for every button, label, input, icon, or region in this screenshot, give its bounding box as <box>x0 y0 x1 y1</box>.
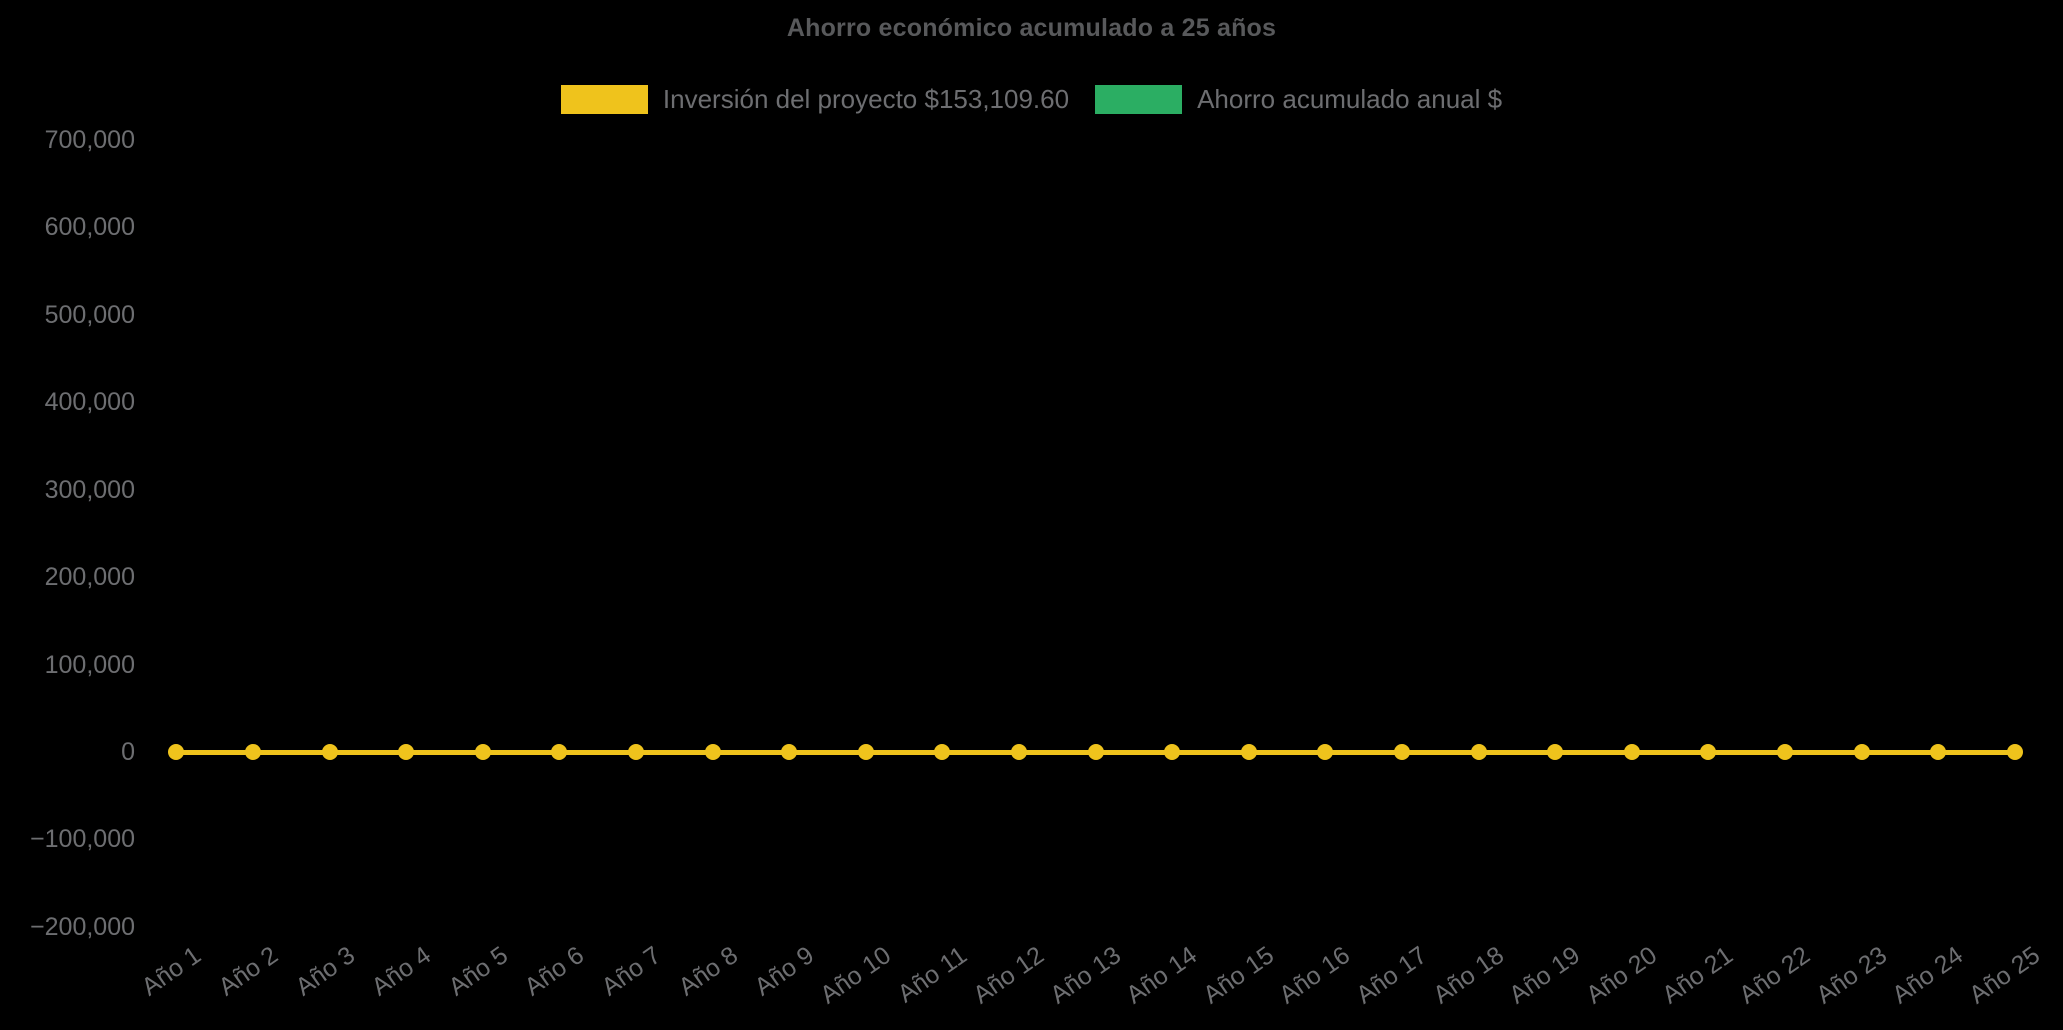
investment-point-año-14[interactable] <box>1164 744 1181 760</box>
investment-point-año-7[interactable] <box>627 744 644 760</box>
investment-point-año-12[interactable] <box>1010 744 1027 760</box>
investment-point-año-1[interactable] <box>168 744 185 760</box>
y-tick-label: 600,000 <box>44 213 135 242</box>
investment-legend-label: Inversión del proyecto $153,109.60 <box>662 84 1070 114</box>
investment-point-año-3[interactable] <box>321 744 338 760</box>
y-tick-label: 700,000 <box>44 125 135 154</box>
investment-point-año-16[interactable] <box>1317 744 1334 760</box>
investment-point-año-21[interactable] <box>1700 744 1717 760</box>
investment-point-año-6[interactable] <box>551 744 568 760</box>
investment-point-año-25[interactable] <box>2006 744 2023 760</box>
y-tick-label: 400,000 <box>44 388 135 417</box>
investment-point-año-2[interactable] <box>244 744 261 760</box>
y-tick-label: 300,000 <box>44 475 135 504</box>
investment-point-año-9[interactable] <box>781 744 798 760</box>
investment-point-año-4[interactable] <box>398 744 415 760</box>
investment-point-año-15[interactable] <box>1240 744 1257 760</box>
investment-point-año-17[interactable] <box>1393 744 1410 760</box>
savings-legend-label: Ahorro acumulado anual $ <box>1197 84 1503 114</box>
investment-point-año-20[interactable] <box>1623 744 1640 760</box>
investment-point-año-19[interactable] <box>1547 744 1564 760</box>
investment-point-año-11[interactable] <box>934 744 951 760</box>
y-tick-label: −200,000 <box>30 912 135 941</box>
y-tick-label: 100,000 <box>44 650 135 679</box>
investment-point-año-24[interactable] <box>1930 744 1947 760</box>
investment-point-año-23[interactable] <box>1853 744 1870 760</box>
investment-point-año-8[interactable] <box>704 744 721 760</box>
y-tick-label: −100,000 <box>30 825 135 854</box>
legend-item-savings[interactable]: Ahorro acumulado anual $ <box>1095 84 1502 115</box>
investment-point-año-10[interactable] <box>857 744 874 760</box>
investment-legend-swatch <box>560 85 648 114</box>
investment-point-año-13[interactable] <box>1087 744 1104 760</box>
investment-point-año-5[interactable] <box>474 744 491 760</box>
y-tick-label: 200,000 <box>44 563 135 592</box>
y-tick-label: 500,000 <box>44 300 135 329</box>
savings-legend-swatch <box>1095 85 1183 114</box>
chart-title: Ahorro económico acumulado a 25 años <box>786 14 1277 42</box>
y-tick-label: 0 <box>121 738 135 766</box>
legend: Inversión del proyecto $153,109.60 Ahorr… <box>0 84 2063 115</box>
legend-item-investment[interactable]: Inversión del proyecto $153,109.60 <box>560 84 1070 115</box>
investment-point-año-22[interactable] <box>1776 744 1793 760</box>
investment-point-año-18[interactable] <box>1470 744 1487 760</box>
